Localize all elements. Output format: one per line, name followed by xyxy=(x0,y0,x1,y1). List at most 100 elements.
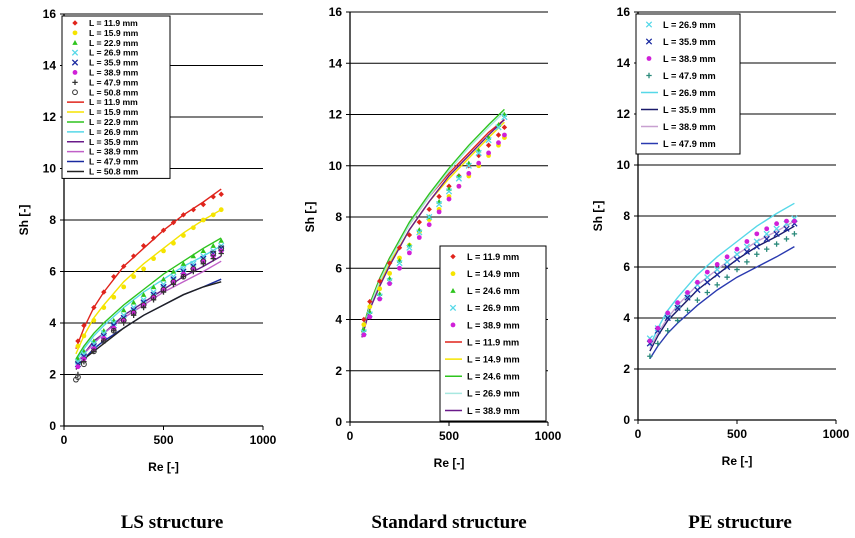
data-point xyxy=(416,219,422,225)
legend-swatch-marker xyxy=(71,59,79,66)
legend-label: L = 47.9 mm xyxy=(663,139,716,149)
legend-swatch-marker xyxy=(645,38,653,45)
legend-item: L = 47.9 mm xyxy=(72,77,139,87)
data-point xyxy=(455,175,463,182)
x-tick-label: 0 xyxy=(347,429,354,443)
data-point xyxy=(170,273,177,280)
series-line-l-26-9-mm xyxy=(649,202,795,347)
data-point xyxy=(714,262,720,267)
legend-item: L = 24.6 mm xyxy=(450,286,520,296)
y-tick-label: 2 xyxy=(49,368,56,382)
data-point xyxy=(783,225,790,232)
data-point xyxy=(377,286,383,292)
y-tick-label: 4 xyxy=(623,311,630,325)
data-point xyxy=(130,299,137,305)
legend-label: L = 24.6 mm xyxy=(467,286,520,296)
legend-item: L = 35.9 mm xyxy=(645,37,716,47)
data-point xyxy=(110,327,117,334)
legend-item: L = 22.9 mm xyxy=(67,117,139,127)
data-point xyxy=(74,358,82,365)
data-point xyxy=(81,322,87,329)
data-point xyxy=(734,246,740,252)
y-tick-label: 12 xyxy=(617,107,631,121)
legend-box xyxy=(439,245,547,422)
data-point xyxy=(704,274,711,281)
data-point xyxy=(764,226,770,232)
legend-label: L = 47.9 mm xyxy=(663,71,716,81)
data-point xyxy=(694,297,701,303)
y-tick-label: 14 xyxy=(43,59,57,73)
legend-swatch-marker xyxy=(450,322,456,328)
data-point xyxy=(743,248,751,255)
y-tick-label: 8 xyxy=(623,209,630,223)
legend-label: L = 15.9 mm xyxy=(89,28,139,38)
data-point xyxy=(91,348,97,355)
data-point xyxy=(704,269,710,275)
data-point xyxy=(754,231,760,237)
data-point xyxy=(435,201,443,208)
legend-swatch-marker xyxy=(72,70,78,75)
y-tick-label: 2 xyxy=(335,364,342,378)
y-tick-label: 14 xyxy=(329,56,343,70)
data-point xyxy=(784,218,789,224)
data-point xyxy=(121,284,127,290)
data-point xyxy=(416,229,423,236)
legend-item: L = 35.9 mm xyxy=(641,105,716,115)
data-point xyxy=(763,230,770,238)
data-point xyxy=(773,225,780,232)
y-tick-label: 16 xyxy=(43,7,57,21)
data-point xyxy=(218,245,225,252)
legend-label: L = 35.9 mm xyxy=(89,137,139,147)
data-point xyxy=(446,196,452,202)
x-tick-label: 0 xyxy=(635,427,642,441)
data-point xyxy=(377,278,383,284)
data-point xyxy=(210,255,216,262)
data-point xyxy=(763,235,770,243)
legend-item: L = 26.9 mm xyxy=(71,48,139,58)
data-point xyxy=(655,340,661,347)
data-point xyxy=(743,243,751,250)
y-tick-label: 16 xyxy=(329,5,343,19)
caption-pe-structure: PE structure xyxy=(688,512,792,533)
data-point xyxy=(724,254,730,260)
data-point xyxy=(140,302,147,308)
legend-label: L = 26.9 mm xyxy=(467,303,520,313)
series-points-l-50-8-mm xyxy=(73,245,225,383)
data-point xyxy=(190,253,197,259)
data-point xyxy=(170,278,177,285)
legend-item: L = 11.9 mm xyxy=(72,18,138,28)
x-axis-label: Re [-] xyxy=(148,460,179,474)
data-point xyxy=(101,338,107,344)
data-point xyxy=(218,250,224,257)
data-point xyxy=(694,286,701,294)
legend-label: L = 22.9 mm xyxy=(89,117,139,127)
legend-item: L = 26.9 mm xyxy=(645,20,716,30)
data-point xyxy=(101,289,107,295)
data-point xyxy=(121,307,127,313)
data-point xyxy=(714,271,721,278)
data-point xyxy=(773,241,780,247)
data-point xyxy=(684,307,691,314)
series-points-l-11-9-mm xyxy=(361,124,508,323)
legend-item: L = 35.9 mm xyxy=(71,58,139,68)
legend-label: L = 24.6 mm xyxy=(467,372,520,382)
legend-label: L = 38.9 mm xyxy=(467,320,520,330)
data-point xyxy=(792,218,797,224)
data-point xyxy=(141,266,147,272)
legend-item: L = 11.9 mm xyxy=(67,97,138,107)
data-point xyxy=(456,183,462,189)
series-points-l-11-9-mm xyxy=(75,191,224,344)
data-point xyxy=(397,265,402,271)
legend-box xyxy=(635,13,741,155)
data-point xyxy=(764,246,770,252)
data-point xyxy=(150,288,157,296)
legend-label: L = 35.9 mm xyxy=(663,105,716,115)
data-point xyxy=(753,243,760,250)
y-tick-label: 10 xyxy=(329,159,343,173)
legend-item: L = 38.9 mm xyxy=(641,122,716,132)
data-point xyxy=(180,273,187,280)
x-tick-label: 1000 xyxy=(250,433,277,447)
y-tick-label: 12 xyxy=(329,108,343,122)
data-point xyxy=(180,261,187,266)
data-point xyxy=(75,374,81,380)
